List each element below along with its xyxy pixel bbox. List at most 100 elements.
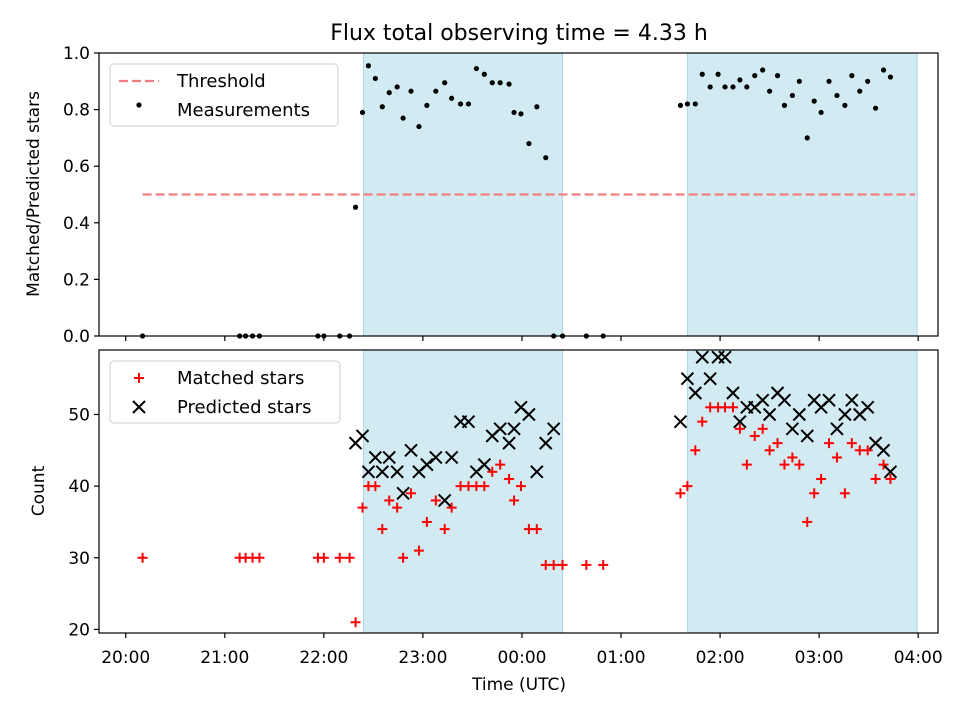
- matched-star-point: [697, 416, 708, 427]
- matched-star-point: [421, 516, 432, 527]
- predicted-star-point: [762, 407, 777, 422]
- matched-star-point: [370, 481, 381, 492]
- matched-star-point: [802, 516, 813, 527]
- predicted-star-point: [703, 371, 717, 386]
- predicted-star-point: [785, 422, 800, 436]
- x-tick-label: 04:00: [894, 648, 943, 668]
- matched-star-point: [839, 488, 850, 499]
- matched-star-point: [384, 495, 395, 506]
- predicted-star-point: [792, 407, 807, 422]
- matched-star-point: [350, 617, 361, 628]
- predicted-star-point: [429, 450, 443, 465]
- y-tick-label: 20: [68, 620, 90, 640]
- matched-star-point: [690, 445, 701, 456]
- matched-star-point: [406, 488, 417, 499]
- predicted-star-point: [396, 486, 410, 500]
- predicted-star-point: [876, 443, 891, 458]
- ratio-panel: 0.0 0.2 0.4 0.6 0.8 1.0 Threshold Measurements: [63, 44, 939, 347]
- measurement-point: [359, 109, 366, 116]
- predicted-star-point: [733, 414, 747, 429]
- x-tick-label: 20:00: [101, 648, 150, 668]
- measurement-point: [526, 140, 532, 147]
- measurement-point: [518, 111, 524, 117]
- predicted-star-point: [838, 407, 852, 422]
- measurement-point: [506, 81, 512, 87]
- measurement-point: [352, 204, 359, 210]
- measurement-point: [737, 77, 743, 83]
- measurement-point: [365, 63, 372, 69]
- x-axis-label: Time (UTC): [471, 675, 566, 695]
- measurement-point: [818, 109, 824, 116]
- x-tick-label: 01:00: [597, 648, 646, 668]
- chart-title: Flux total observing time = 4.33 h: [330, 21, 708, 46]
- x-tick-label: 21:00: [200, 648, 249, 668]
- measurement-point: [442, 80, 448, 86]
- predicted-star-point: [390, 465, 404, 479]
- matched-star-point: [734, 423, 745, 434]
- measurement-point: [744, 84, 750, 90]
- predicted-star-point: [777, 393, 792, 407]
- y-tick-label: 0.2: [63, 270, 90, 290]
- predicted-star-point: [822, 393, 836, 407]
- legend-label: Predicted stars: [177, 397, 311, 418]
- measurement-point: [849, 73, 855, 79]
- matched-star-point: [515, 481, 526, 492]
- legend-label: Threshold: [176, 71, 266, 92]
- legend-label: Matched stars: [177, 368, 304, 389]
- matched-star-point: [870, 473, 881, 484]
- matched-star-point: [430, 495, 441, 506]
- matched-star-point: [446, 502, 457, 513]
- matched-star-point: [392, 502, 403, 513]
- y-tick-label: 30: [68, 549, 90, 569]
- matched-star-point: [137, 552, 148, 563]
- matched-star-point: [413, 545, 424, 556]
- matched-star-point: [757, 423, 768, 434]
- y-tick-label: 0.6: [63, 157, 90, 177]
- measurement-point: [457, 101, 464, 107]
- predicted-star-point: [688, 386, 703, 400]
- measurement-point: [781, 102, 788, 108]
- matched-star-point: [357, 502, 368, 513]
- measurement-point: [880, 67, 887, 73]
- matched-star-point: [377, 524, 388, 535]
- measurement-point: [394, 84, 400, 90]
- matched-star-point: [675, 488, 686, 499]
- matched-star-point: [334, 552, 345, 563]
- measurement-point: [857, 88, 863, 94]
- matched-star-point: [862, 445, 873, 456]
- measurement-point: [834, 92, 840, 99]
- measurement-point: [715, 71, 721, 77]
- observing-window-1: [686, 349, 918, 634]
- predicted-star-point: [755, 393, 770, 407]
- y-tick-label: 1.0: [63, 44, 90, 64]
- matched-star-point: [318, 552, 329, 563]
- matched-star-point: [816, 473, 827, 484]
- y-tick-label: 0.8: [63, 101, 90, 121]
- matched-star-point: [824, 438, 835, 449]
- predicted-star-point: [375, 465, 390, 479]
- matched-star-point: [727, 402, 738, 413]
- measurement-point: [842, 102, 848, 108]
- predicted-star-point: [493, 422, 507, 436]
- measurement-point: [372, 75, 378, 82]
- matched-star-point: [885, 473, 896, 484]
- measurement-point: [684, 101, 690, 107]
- matched-star-point: [749, 430, 760, 441]
- predicted-star-point: [530, 465, 544, 479]
- axes-frame: [98, 349, 939, 634]
- matched-star-point: [598, 559, 609, 570]
- measurement-point: [400, 115, 406, 121]
- predicted-star-point: [726, 386, 740, 400]
- predicted-star-point: [800, 429, 814, 443]
- measurement-point: [826, 78, 832, 84]
- y-tick-label: 40: [68, 477, 90, 497]
- measurement-point: [465, 101, 472, 107]
- matched-star-point: [764, 445, 775, 456]
- legend: Matched stars Predicted stars: [109, 360, 341, 424]
- measurement-point: [692, 101, 698, 107]
- measurement-point: [767, 88, 773, 94]
- measurement-point: [511, 109, 517, 116]
- y-tick-label: 50: [68, 405, 90, 425]
- legend-box: [109, 360, 341, 424]
- predicted-star-point: [883, 465, 898, 479]
